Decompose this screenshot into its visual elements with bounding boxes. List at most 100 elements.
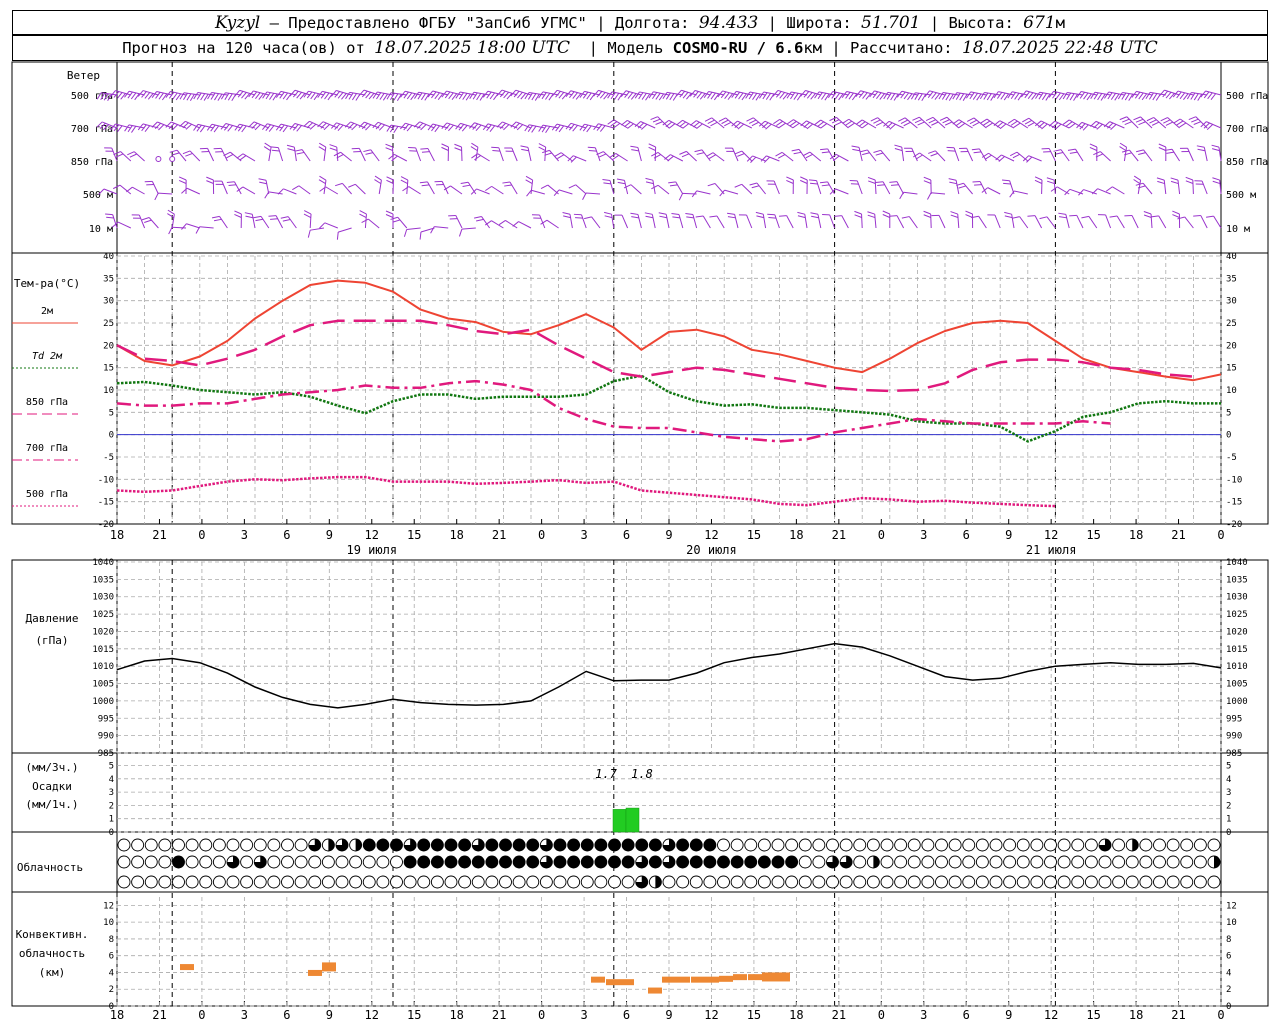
conv-bar-10 [705,976,719,983]
barb-feather [102,124,110,131]
barb-shaft [455,215,463,229]
barb-feather [251,91,258,99]
barb-feather [914,119,923,124]
barb-feather [1009,151,1018,157]
barb-feather [210,124,216,132]
cloud-symbol [798,875,812,889]
barb-feather [582,124,589,132]
conv-bar-5 [620,979,634,986]
barb-feather [182,150,191,155]
wind-barb [469,91,490,101]
cloud-symbol [390,855,403,869]
cloud-symbol [621,875,635,889]
cloud-circle [1098,875,1112,889]
barb-shaft [441,181,449,195]
barb-feather [309,123,317,130]
barb-feather [331,90,337,97]
barb-feather [1058,212,1066,215]
wind-barb [855,119,877,129]
barb-feather [596,91,603,98]
barb-feather [883,120,890,127]
lat-value: 51.701 [861,12,921,33]
barb-feather [239,155,247,161]
barb-feather [294,149,303,152]
barb-feather [786,176,794,181]
barb-feather [227,93,233,101]
temp-tick-left: 25 [103,319,114,329]
barb-feather [474,155,481,161]
wind-barb [855,90,877,100]
barb-feather [848,122,855,128]
wind-barb [644,212,656,229]
wind-barb [695,215,711,229]
barb-feather [734,183,742,188]
wind-barb [1172,90,1194,100]
barb-feather [441,122,448,129]
barb-feather [361,123,368,130]
barb-feather [1065,121,1073,127]
hour-label: 18 [789,1008,803,1022]
cloud-circle [281,855,294,869]
cloud-symbol [962,838,976,852]
barb-feather [402,186,410,192]
barb-feather [337,92,344,99]
cloud-circle [580,875,594,889]
barb-feather [417,92,423,100]
temp-tick-left: 20 [103,341,114,351]
cloud-circle [458,855,472,869]
cloud-circle [567,838,581,852]
wind-barb [551,123,573,133]
barb-feather [419,181,428,184]
barb-feather [1093,122,1100,129]
cloud-circle [826,875,839,889]
barb-feather [593,123,599,130]
barb-shaft [528,91,545,96]
barb-shaft [529,124,545,129]
barb-feather [1186,92,1192,100]
cloud-symbol [539,875,553,889]
cloud-symbol [689,875,703,889]
cloud-circle [1044,838,1057,852]
barb-shaft [156,91,173,96]
barb-feather [193,124,199,131]
barb-shaft [211,123,228,129]
cloud-symbol [1084,875,1098,889]
cloud-symbol [717,838,730,852]
cloud-symbol [1139,855,1153,869]
wind-barb [1121,149,1139,162]
barb-feather [206,176,214,181]
barb-feather [185,123,192,130]
cloud-symbol [1098,875,1112,889]
barb-feather [344,121,351,128]
wind-barb [634,91,656,101]
cloud-symbol [294,875,308,889]
cloud-symbol [458,855,472,869]
barb-feather [510,121,517,128]
barb-feather [756,215,764,219]
barb-feather [241,125,247,133]
wind-barb [1136,149,1153,162]
barb-feather [965,214,973,218]
barb-shaft [762,214,767,229]
hour-label: 12 [704,1008,718,1022]
barb-feather [627,92,634,99]
pressure-tick-left: 1015 [92,645,114,655]
alt-value: 671 [1023,12,1056,33]
cloud-half [655,876,662,888]
wind-barb [220,122,242,132]
cloud-symbol [417,838,431,852]
barb-feather [755,93,761,101]
hour-label: 9 [326,1008,333,1022]
cloud-circle [1084,838,1098,852]
barb-feather [223,151,231,157]
wind-barb [105,213,118,229]
wind-barb [772,89,794,100]
barb-feather [899,192,904,200]
cloud-symbol [390,838,403,852]
cloud-circle [499,875,512,889]
barb-feather [227,125,233,132]
cloud-half [1214,856,1220,868]
barb-feather [789,121,797,127]
barb-feather [151,121,158,128]
wind-barb [971,148,987,162]
